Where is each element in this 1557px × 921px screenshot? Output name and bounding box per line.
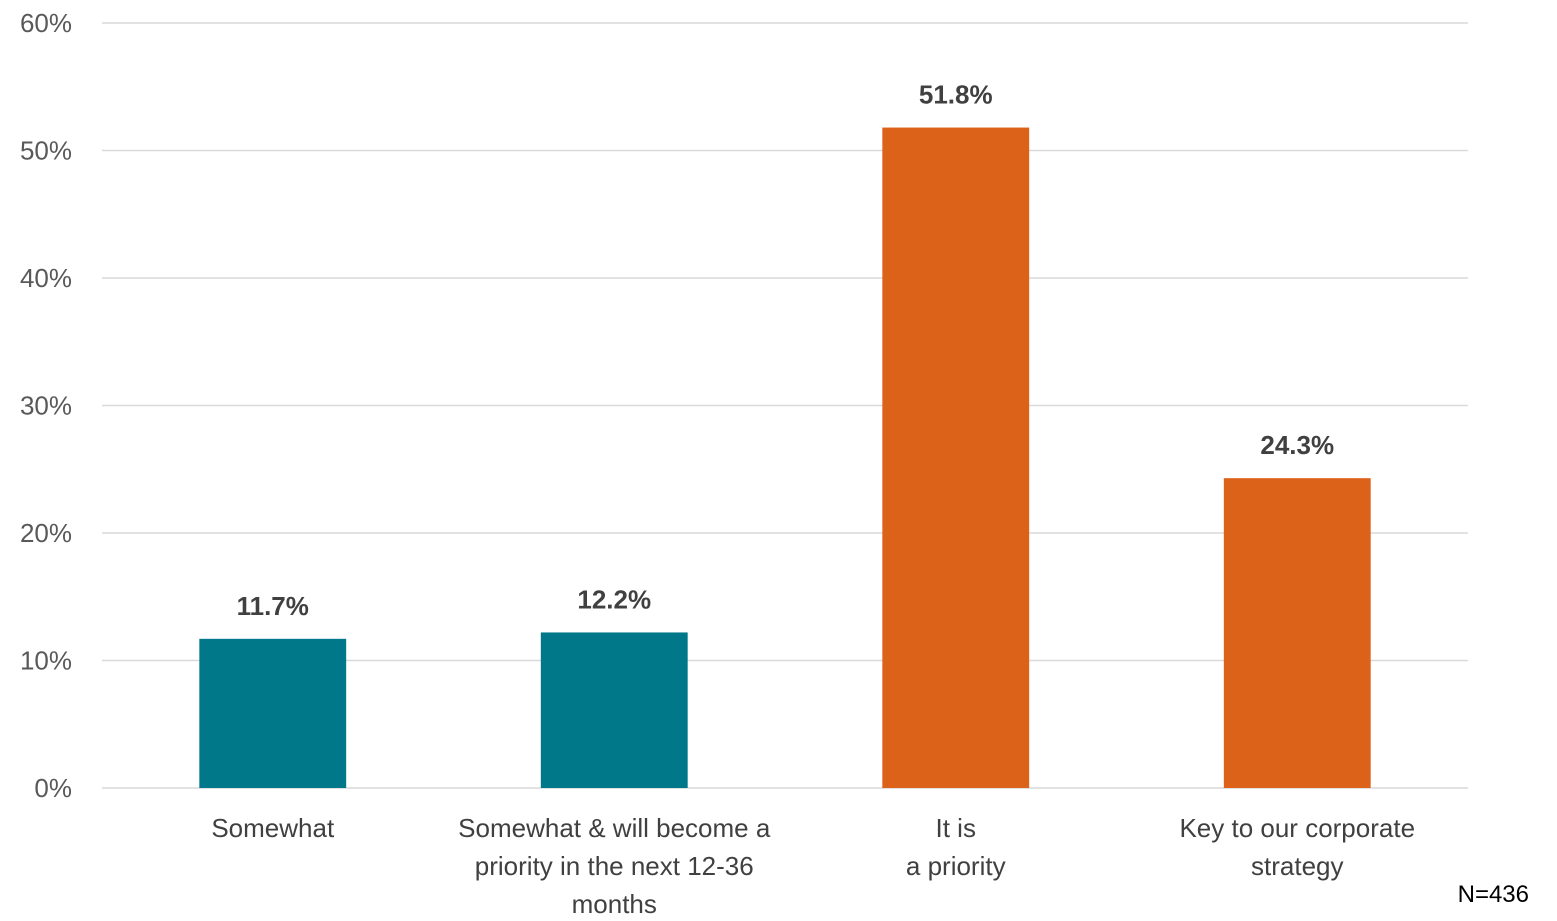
category-label-line: strategy xyxy=(1251,851,1344,881)
category-label-line: Somewhat & will become a xyxy=(458,813,771,843)
category-label-line: Somewhat xyxy=(211,813,335,843)
data-label: 11.7% xyxy=(237,591,309,621)
bars xyxy=(199,127,1371,789)
y-tick-label: 10% xyxy=(20,646,72,676)
y-tick-label: 50% xyxy=(20,136,72,166)
category-label-line: months xyxy=(572,889,657,919)
y-tick-label: 30% xyxy=(20,391,72,421)
bar xyxy=(882,127,1030,789)
category-label-line: It is xyxy=(936,813,976,843)
data-label: 12.2% xyxy=(577,584,651,614)
y-axis-ticks: 0% 10% 20% 30% 40% 50% 60% xyxy=(20,8,72,803)
y-tick-label: 0% xyxy=(34,773,72,803)
bar xyxy=(1223,478,1371,788)
category-label-line: a priority xyxy=(906,851,1006,881)
category-label: Somewhat xyxy=(211,813,335,843)
category-labels: Somewhat Somewhat & will become a priority… xyxy=(211,813,1415,919)
category-label-line: Key to our corporate xyxy=(1179,813,1415,843)
data-label: 51.8% xyxy=(919,80,993,110)
data-label: 24.3% xyxy=(1260,430,1334,460)
bar xyxy=(540,632,688,788)
category-label: Key to our corporate strategy xyxy=(1179,813,1415,881)
data-labels: 11.7% 12.2% 51.8% 24.3% xyxy=(237,80,1335,621)
category-label: Somewhat & will become a priority in the … xyxy=(458,813,771,919)
category-label-line: priority in the next 12-36 xyxy=(475,851,754,881)
sample-size-note: N=436 xyxy=(1457,881,1529,908)
bar xyxy=(199,638,347,788)
category-label: It is a priority xyxy=(906,813,1006,881)
y-tick-label: 40% xyxy=(20,263,72,293)
y-tick-label: 20% xyxy=(20,518,72,548)
y-tick-label: 60% xyxy=(20,8,72,38)
